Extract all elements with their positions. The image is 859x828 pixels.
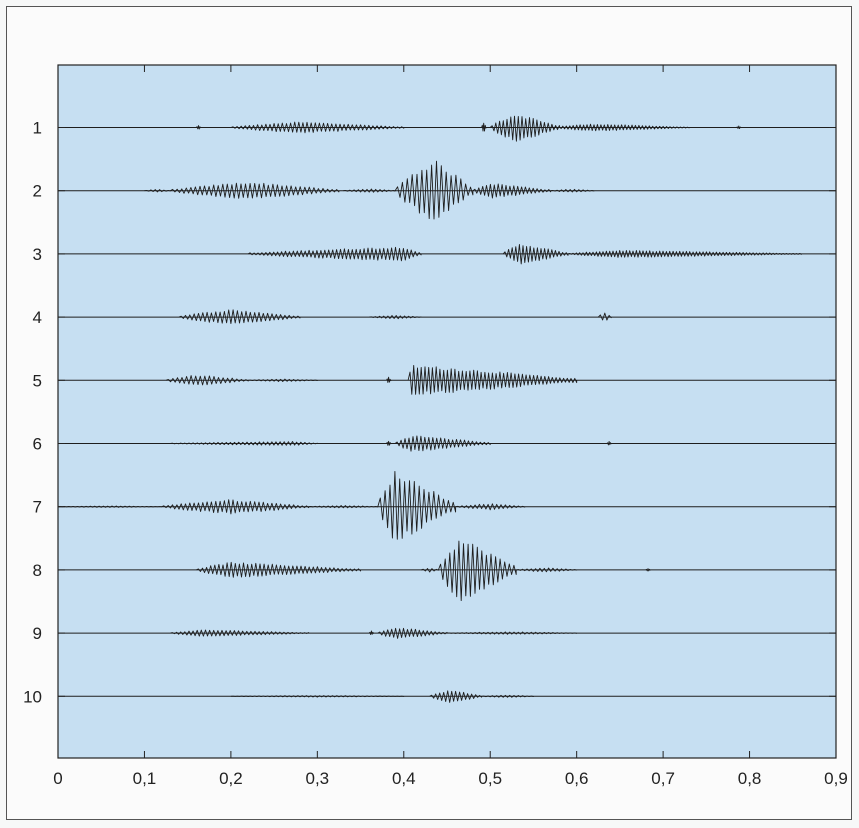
waveform-burst-row-1-2 — [481, 122, 487, 132]
waveform-burst-row-7-0 — [57, 505, 163, 508]
waveform-burst-row-8-0 — [196, 561, 362, 578]
series-layer — [57, 115, 836, 703]
waveform-burst-row-6-0 — [170, 441, 318, 446]
x-tick-label: 0,4 — [392, 769, 416, 788]
waveform-burst-row-2-3 — [394, 160, 474, 220]
axis-layer: 0 0,1 0,2 0,3 0,4 0,5 0,6 0,7 0,8 0,9 1 2 3 4 5 6 7 8 9 10 — [23, 65, 848, 788]
row-label: 2 — [33, 182, 42, 201]
waveform-burst-row-7-1 — [161, 499, 310, 515]
x-tick-label: 0,8 — [738, 769, 762, 788]
waveform-burst-row-1-3 — [489, 115, 560, 142]
row-label: 1 — [33, 119, 42, 138]
waveform-burst-row-3-2 — [567, 250, 802, 258]
plot-area — [57, 64, 837, 759]
x-tick-label: 0,3 — [306, 769, 330, 788]
waveform-burst-row-9-1 — [368, 630, 374, 635]
waveform-burst-row-4-2 — [597, 312, 612, 321]
waveform-burst-row-3-1 — [502, 244, 569, 265]
waveform-burst-row-2-4 — [472, 183, 552, 199]
waveform-burst-row-2-5 — [550, 188, 595, 193]
waveform-burst-row-6-2 — [394, 435, 491, 452]
row-label: 10 — [23, 687, 42, 706]
waveform-burst-row-1-0 — [195, 125, 202, 130]
waveform-burst-row-1-4 — [550, 123, 690, 132]
waveform-burst-row-8-4 — [645, 568, 651, 572]
waveform-burst-row-5-2 — [386, 376, 392, 383]
waveform-burst-row-1-5 — [736, 125, 742, 130]
waveform-burst-row-10-1 — [429, 690, 483, 703]
waveform-burst-row-5-1 — [248, 378, 318, 382]
waveform-burst-row-8-2 — [437, 540, 517, 602]
waveform-burst-row-9-0 — [170, 629, 310, 637]
row-label: 7 — [33, 498, 42, 517]
waveform-burst-row-9-2 — [377, 627, 448, 639]
x-tick-label: 0,2 — [219, 769, 243, 788]
waveform-burst-row-3-0 — [247, 246, 422, 262]
waveform-burst-row-10-0 — [230, 695, 405, 698]
waveform-burst-row-4-0 — [178, 309, 301, 324]
waveform-burst-row-2-1 — [170, 182, 340, 199]
waveform-burst-row-8-1 — [420, 568, 439, 573]
waveform-burst-row-2-2 — [343, 188, 396, 193]
row-label: 4 — [33, 308, 42, 327]
waveform-burst-row-1-1 — [230, 121, 405, 134]
waveform-burst-row-5-3 — [407, 364, 578, 395]
x-tick-label: 0,9 — [824, 769, 848, 788]
waveform-burst-row-6-1 — [386, 440, 392, 446]
x-tick-label: 0,6 — [565, 769, 589, 788]
row-label: 8 — [33, 561, 42, 580]
waveform-burst-row-7-2 — [308, 505, 379, 509]
waveform-burst-row-7-3 — [377, 470, 457, 540]
x-tick-label: 0,7 — [651, 769, 675, 788]
waveform-burst-row-6-3 — [606, 441, 612, 446]
waveform-burst-row-4-1 — [369, 315, 422, 320]
waveform-burst-row-10-2 — [481, 694, 534, 698]
x-tick-label: 0 — [53, 769, 62, 788]
row-label: 9 — [33, 624, 42, 643]
row-label: 5 — [33, 371, 42, 390]
waveform-burst-row-5-0 — [165, 375, 249, 386]
row-label: 6 — [33, 435, 42, 454]
row-label: 3 — [33, 245, 42, 264]
waveform-burst-row-2-0 — [144, 189, 171, 193]
waveform-burst-row-7-4 — [455, 503, 526, 511]
x-tick-label: 0,5 — [478, 769, 502, 788]
waveform-burst-row-9-3 — [446, 631, 578, 635]
waveform-burst-row-8-3 — [516, 567, 578, 573]
x-tick-label: 0,1 — [133, 769, 157, 788]
